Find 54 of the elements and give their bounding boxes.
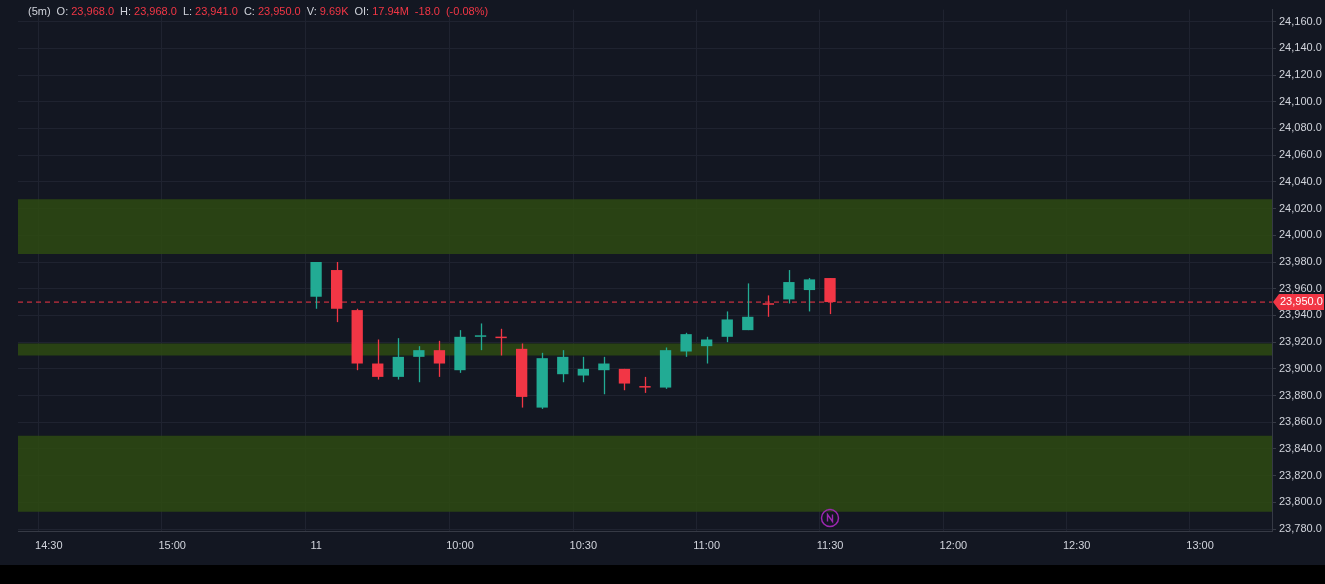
y-tick-label: 23,920.0 <box>1279 335 1322 348</box>
x-tick-label: 12:00 <box>939 539 968 552</box>
annotation: -18.0 <box>414 5 440 17</box>
y-tick-label: 24,020.0 <box>1279 201 1322 214</box>
candlestick <box>413 345 425 383</box>
x-tick-label: 10:00 <box>446 539 474 552</box>
candlestick <box>742 282 754 331</box>
candlestick <box>557 349 569 383</box>
annotation: V: 9.69K <box>306 5 349 17</box>
y-tick-label: 23,800.0 <box>1279 495 1322 508</box>
annotation: H: 23,968.0 <box>120 5 177 17</box>
annotation: C: 23,950.0 <box>243 5 301 17</box>
x-tick-label: 11:30 <box>816 539 844 552</box>
candlestick <box>474 322 487 351</box>
y-tick-label: 24,160.0 <box>1279 14 1322 27</box>
x-tick-label: 11:00 <box>693 539 721 552</box>
candlestick <box>701 336 713 365</box>
x-tick-label: 10:30 <box>569 539 598 552</box>
y-tick-label: 23,900.0 <box>1279 361 1322 374</box>
annotation: OI: 17.94M <box>354 5 409 17</box>
candlestick <box>721 310 733 343</box>
x-tick-label: 14:30 <box>35 539 63 552</box>
y-tick-label: 24,120.0 <box>1279 68 1322 81</box>
annotation: (-0.08%) <box>445 5 489 17</box>
y-tick-label: 24,100.0 <box>1279 94 1322 107</box>
y-tick-label: 23,980.0 <box>1279 255 1322 268</box>
y-tick-label: 23,780.0 <box>1279 522 1322 535</box>
candlestick <box>598 356 610 395</box>
y-tick-label: 24,080.0 <box>1279 121 1322 134</box>
y-tick-label: 23,840.0 <box>1279 442 1322 455</box>
y-tick-label: 23,880.0 <box>1279 388 1322 401</box>
y-tick-label: 24,140.0 <box>1279 41 1322 54</box>
candlestick <box>680 332 692 358</box>
x-tick-label: 11 <box>310 539 322 552</box>
chart-title: (5m) <box>28 5 51 17</box>
x-tick-label: 12:30 <box>1062 539 1091 552</box>
candlestick <box>372 338 384 381</box>
annotation: O: 23,968.0 <box>56 5 115 17</box>
y-tick-label: 23,960.0 <box>1279 281 1322 294</box>
candlestick <box>803 277 816 313</box>
candlestick <box>392 337 404 381</box>
x-tick-label: 13:00 <box>1186 539 1214 552</box>
y-tick-label: 24,040.0 <box>1279 174 1322 187</box>
y-tick-label: 23,940.0 <box>1279 308 1322 321</box>
y-tick-label: 23,820.0 <box>1279 468 1322 481</box>
y-tick-label: 23,860.0 <box>1279 415 1322 428</box>
y-tick-label: 24,060.0 <box>1279 148 1322 161</box>
y-tick-label: 24,000.0 <box>1279 228 1322 241</box>
candlestick <box>577 356 589 383</box>
candlestick <box>433 340 446 378</box>
ref-line-label: 23,950.0 <box>1280 295 1323 308</box>
annotation: L: 23,941.0 <box>182 5 238 17</box>
x-tick-label: 15:00 <box>158 539 186 552</box>
candlestick <box>783 269 795 305</box>
